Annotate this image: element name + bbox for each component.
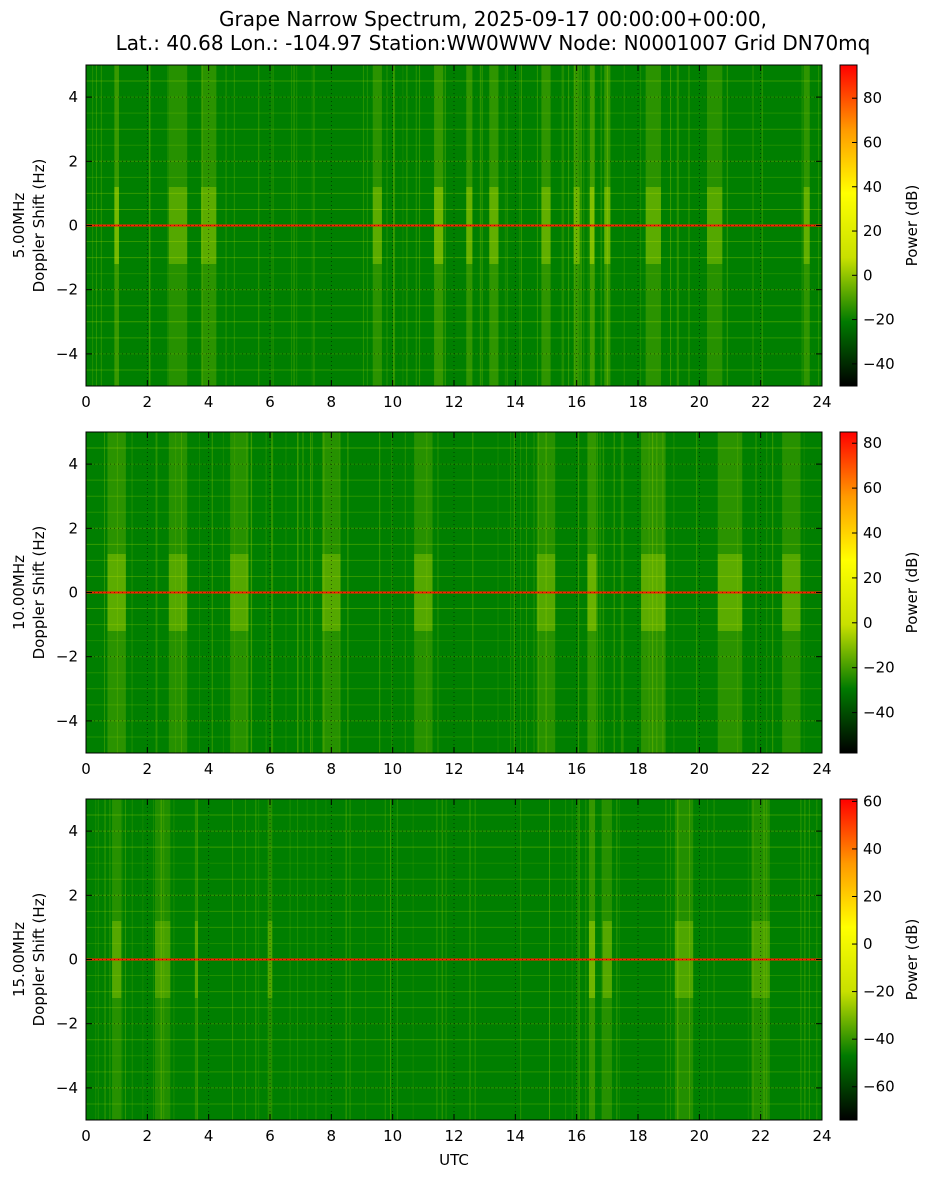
x-tick-label: 14: [506, 393, 525, 411]
x-tick-label: 6: [265, 393, 275, 411]
colorbar: [839, 64, 858, 387]
x-tick-label: 22: [751, 393, 770, 411]
y-tick-label: −4: [56, 712, 78, 730]
y-axis-label-doppler: Doppler Shift (Hz): [30, 893, 48, 1027]
colorbar-tick-label: −60: [863, 1078, 895, 1096]
x-tick-label: 16: [567, 760, 586, 778]
x-tick-label: 20: [690, 393, 709, 411]
y-tick-label: 2: [68, 886, 78, 904]
y-tick-label: 2: [68, 519, 78, 537]
x-tick-label: 16: [567, 1127, 586, 1145]
colorbar-tick-label: −40: [863, 355, 895, 373]
x-tick-label: 4: [204, 760, 214, 778]
colorbar-label: Power (dB): [903, 552, 921, 634]
heatmap-content: [86, 799, 822, 1120]
colorbar: [839, 431, 858, 754]
colorbar-tick-label: 80: [863, 434, 882, 452]
x-tick-label: 22: [751, 1127, 770, 1145]
colorbar-tick-label: 60: [863, 792, 882, 810]
x-tick-label: 18: [628, 760, 647, 778]
colorbar-tick-label: 80: [863, 89, 882, 107]
y-tick-label: −2: [56, 648, 78, 666]
colorbar-tick-label: 0: [863, 266, 873, 284]
colorbar-tick-label: 0: [863, 935, 873, 953]
colorbar-tick-label: 20: [863, 569, 882, 587]
colorbar-tick-label: −40: [863, 704, 895, 722]
x-tick-label: 6: [265, 1127, 275, 1145]
x-tick-label: 4: [204, 1127, 214, 1145]
y-tick-label: 2: [68, 152, 78, 170]
x-tick-label: 16: [567, 393, 586, 411]
colorbar-tick-label: 40: [863, 840, 882, 858]
x-tick-label: 4: [204, 393, 214, 411]
y-tick-label: −2: [56, 281, 78, 299]
colorbar-tick-label: −20: [863, 311, 895, 329]
y-axis-label-frequency: 5.00MHz: [10, 193, 28, 259]
x-tick-label: 22: [751, 760, 770, 778]
y-tick-label: −4: [56, 345, 78, 363]
colorbar-tick-label: 20: [863, 222, 882, 240]
x-tick-label: 18: [628, 1127, 647, 1145]
x-tick-label: 0: [81, 760, 91, 778]
x-tick-label: 2: [143, 1127, 153, 1145]
x-tick-label: 8: [327, 1127, 337, 1145]
y-axis-label-doppler: Doppler Shift (Hz): [30, 159, 48, 293]
y-tick-label: 0: [68, 951, 78, 969]
colorbar-tick-label: −20: [863, 659, 895, 677]
colorbar-tick-label: 40: [863, 524, 882, 542]
x-tick-label: 0: [81, 1127, 91, 1145]
y-tick-label: −2: [56, 1015, 78, 1033]
y-tick-label: 4: [68, 822, 78, 840]
figure-title-line-2: Lat.: 40.68 Lon.: -104.97 Station:WW0WWV…: [116, 31, 871, 55]
x-tick-label: 0: [81, 393, 91, 411]
x-tick-label: 18: [628, 393, 647, 411]
x-tick-label: 24: [812, 393, 831, 411]
y-tick-label: 4: [68, 455, 78, 473]
y-axis-label-frequency: 10.00MHz: [10, 555, 28, 630]
colorbar-tick-label: −40: [863, 1030, 895, 1048]
x-tick-label: 14: [506, 1127, 525, 1145]
colorbar-label: Power (dB): [903, 185, 921, 267]
colorbar-tick-label: 60: [863, 479, 882, 497]
x-tick-label: 10: [383, 1127, 402, 1145]
x-axis-label: UTC: [439, 1151, 469, 1169]
x-tick-label: 2: [143, 393, 153, 411]
y-tick-label: −4: [56, 1079, 78, 1097]
colorbar-tick-label: 20: [863, 887, 882, 905]
x-tick-label: 8: [327, 760, 337, 778]
x-tick-label: 12: [444, 393, 463, 411]
colorbar-tick-label: −20: [863, 983, 895, 1001]
colorbar-tick-label: 40: [863, 178, 882, 196]
x-tick-label: 12: [444, 1127, 463, 1145]
x-tick-label: 24: [812, 1127, 831, 1145]
x-tick-label: 14: [506, 760, 525, 778]
colorbar-tick-label: 0: [863, 614, 873, 632]
colorbar-tick-label: 60: [863, 133, 882, 151]
x-tick-label: 6: [265, 760, 275, 778]
x-tick-label: 24: [812, 760, 831, 778]
x-tick-label: 20: [690, 1127, 709, 1145]
y-axis-label-doppler: Doppler Shift (Hz): [30, 526, 48, 660]
y-axis-label-frequency: 15.00MHz: [10, 922, 28, 997]
heatmap-content: [86, 432, 822, 753]
x-tick-label: 10: [383, 393, 402, 411]
colorbar: [839, 798, 858, 1121]
x-tick-label: 2: [143, 760, 153, 778]
colorbar-label: Power (dB): [903, 919, 921, 1001]
heatmap-content: [86, 65, 822, 386]
x-tick-label: 10: [383, 760, 402, 778]
figure-title-line-1: Grape Narrow Spectrum, 2025-09-17 00:00:…: [219, 7, 767, 31]
x-tick-label: 12: [444, 760, 463, 778]
y-tick-label: 0: [68, 584, 78, 602]
y-tick-label: 0: [68, 217, 78, 235]
x-tick-label: 20: [690, 760, 709, 778]
x-tick-label: 8: [327, 393, 337, 411]
y-tick-label: 4: [68, 88, 78, 106]
